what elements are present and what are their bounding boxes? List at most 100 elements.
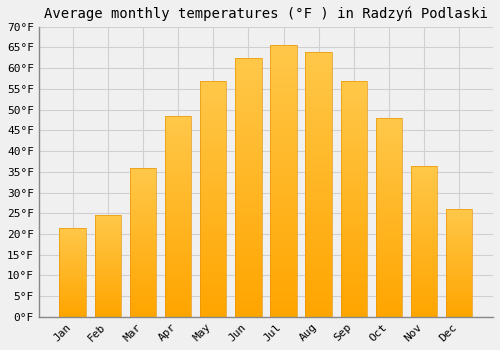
Bar [235,156,262,159]
Bar [340,303,367,305]
Bar [130,266,156,268]
Bar [376,130,402,132]
Bar [130,175,156,177]
Bar [306,54,332,57]
Bar [165,276,191,279]
Bar [376,189,402,191]
Bar [165,293,191,295]
Bar [130,239,156,241]
Bar [270,113,296,116]
Bar [235,58,262,61]
Bar [376,118,402,317]
Bar [60,235,86,236]
Bar [94,231,121,232]
Bar [446,293,472,294]
Bar [235,91,262,94]
Bar [94,250,121,251]
Bar [60,252,86,253]
Bar [200,95,226,97]
Bar [200,272,226,274]
Bar [270,143,296,146]
Bar [306,219,332,221]
Bar [200,206,226,208]
Bar [130,254,156,256]
Bar [200,237,226,239]
Bar [200,284,226,286]
Bar [411,205,438,206]
Bar [60,304,86,305]
Bar [306,73,332,76]
Bar [200,163,226,166]
Bar [200,133,226,135]
Bar [94,288,121,289]
Bar [411,309,438,311]
Bar [60,254,86,256]
Bar [340,99,367,102]
Bar [60,236,86,237]
Bar [130,235,156,236]
Bar [235,213,262,216]
Bar [165,186,191,188]
Bar [200,182,226,184]
Bar [200,310,226,312]
Bar [376,136,402,138]
Bar [60,258,86,259]
Bar [94,290,121,292]
Bar [340,251,367,253]
Bar [376,174,402,176]
Bar [411,264,438,265]
Bar [340,220,367,222]
Bar [270,51,296,54]
Bar [60,302,86,303]
Bar [130,196,156,197]
Bar [130,211,156,212]
Bar [376,283,402,285]
Bar [200,305,226,307]
Bar [270,249,296,252]
Bar [446,248,472,249]
Bar [270,230,296,233]
Bar [235,195,262,198]
Bar [235,218,262,221]
Bar [60,274,86,275]
Bar [270,159,296,162]
Bar [235,286,262,288]
Bar [376,281,402,283]
Bar [270,303,296,306]
Bar [376,215,402,217]
Bar [130,223,156,224]
Bar [306,240,332,243]
Bar [446,252,472,253]
Bar [270,292,296,295]
Bar [270,64,296,67]
Bar [60,285,86,286]
Bar [130,251,156,253]
Bar [376,180,402,182]
Bar [130,290,156,292]
Bar [94,276,121,277]
Bar [235,161,262,164]
Bar [376,223,402,225]
Bar [165,124,191,126]
Bar [446,225,472,226]
Bar [340,213,367,215]
Bar [60,271,86,272]
Bar [235,268,262,270]
Bar [60,256,86,257]
Bar [235,294,262,296]
Bar [94,218,121,219]
Bar [411,172,438,173]
Bar [270,271,296,273]
Bar [446,260,472,261]
Bar [411,203,438,205]
Bar [446,250,472,251]
Bar [60,316,86,317]
Bar [165,285,191,287]
Bar [411,314,438,315]
Bar [235,182,262,185]
Bar [446,232,472,233]
Bar [376,203,402,205]
Bar [306,182,332,184]
Bar [376,183,402,186]
Bar [306,274,332,277]
